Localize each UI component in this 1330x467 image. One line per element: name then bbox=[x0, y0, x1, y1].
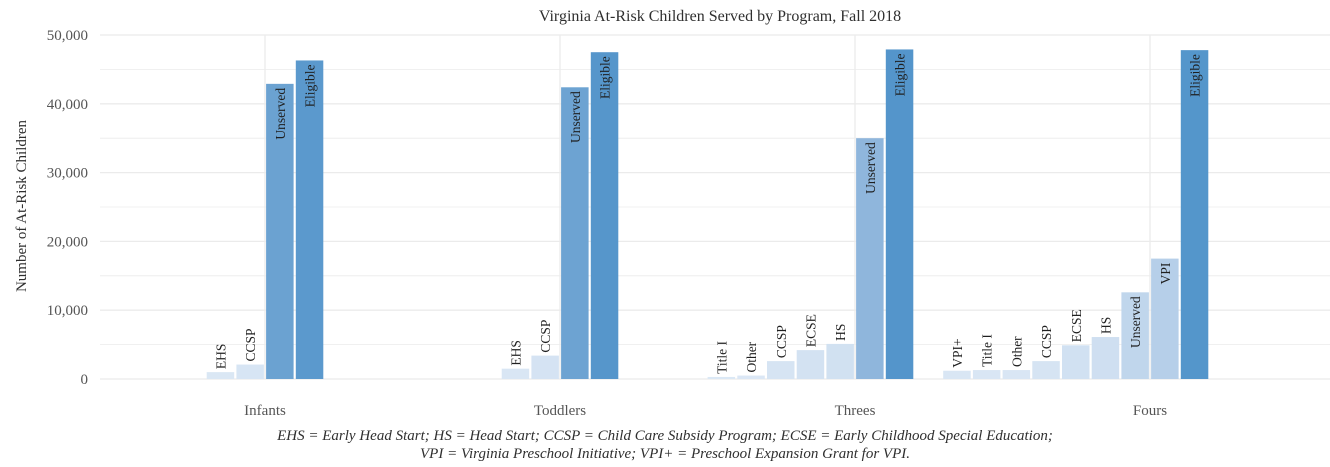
chart-title: Virginia At-Risk Children Served by Prog… bbox=[539, 8, 901, 25]
bar-label: Unserved bbox=[273, 88, 288, 140]
bar-label: Other bbox=[1009, 336, 1024, 367]
bar bbox=[826, 343, 854, 379]
y-tick-label: 30,000 bbox=[47, 166, 88, 182]
bar-label: Eligible bbox=[893, 53, 908, 96]
bar bbox=[561, 87, 589, 380]
bar bbox=[1180, 50, 1209, 380]
bar-label: Title I bbox=[980, 334, 995, 367]
y-tick-label: 20,000 bbox=[47, 234, 88, 250]
bar bbox=[1121, 292, 1149, 379]
y-axis-ticks: 0 10,000 20,000 30,000 40,000 50,000 bbox=[47, 28, 88, 388]
y-tick-label: 40,000 bbox=[47, 97, 88, 113]
footnote-line-2: VPI = Virginia Preschool Initiative; VPI… bbox=[420, 446, 910, 462]
x-tick-label: Fours bbox=[1133, 403, 1167, 419]
bar-label: CCSP bbox=[538, 320, 553, 353]
bar-label: Other bbox=[744, 341, 759, 372]
x-axis-ticks: Infants Toddlers Threes Fours bbox=[244, 403, 1167, 419]
footnote-line-1: EHS = Early Head Start; HS = Head Start;… bbox=[277, 428, 1053, 444]
bar-label: Unserved bbox=[568, 91, 583, 143]
bar bbox=[501, 368, 530, 379]
bar bbox=[266, 83, 294, 380]
bar bbox=[796, 350, 825, 379]
bar-label: CCSP bbox=[774, 325, 789, 358]
y-axis-label: Number of At-Risk Children bbox=[14, 119, 30, 292]
bar-label: Unserved bbox=[1128, 296, 1143, 348]
bar-label: Title I bbox=[714, 341, 729, 374]
bar-label: Eligible bbox=[303, 64, 318, 107]
bar bbox=[767, 361, 795, 379]
bar bbox=[737, 375, 765, 379]
bar-label: Unserved bbox=[863, 142, 878, 194]
bar-label: ECSE bbox=[1069, 309, 1084, 342]
bar bbox=[295, 60, 324, 380]
bar bbox=[1091, 337, 1120, 379]
y-tick-label: 0 bbox=[81, 372, 89, 388]
bar-label: VPI+ bbox=[950, 338, 965, 367]
bar bbox=[1002, 370, 1031, 379]
bar bbox=[972, 370, 1001, 379]
bar-label: ECSE bbox=[803, 314, 818, 347]
x-tick-label: Infants bbox=[244, 403, 286, 419]
bar-label: Eligible bbox=[1188, 54, 1203, 97]
bar-label: CCSP bbox=[243, 329, 258, 362]
bar bbox=[1032, 361, 1060, 379]
bar-label: EHS bbox=[508, 340, 523, 366]
bar bbox=[1151, 258, 1179, 379]
bar bbox=[236, 364, 264, 379]
x-tick-label: Toddlers bbox=[534, 403, 586, 419]
y-tick-label: 50,000 bbox=[47, 28, 88, 44]
bar bbox=[943, 370, 971, 379]
bar bbox=[885, 49, 914, 380]
bar-label: CCSP bbox=[1039, 325, 1054, 358]
bar-label: EHS bbox=[213, 344, 228, 370]
bar-label: VPI bbox=[1158, 262, 1173, 284]
bar-label: Eligible bbox=[598, 56, 613, 99]
bars: EHS CCSP Unserved Eligible EHS CCSP Unserved El… bbox=[206, 49, 1209, 380]
bar-label: HS bbox=[1098, 317, 1113, 334]
bar-label: HS bbox=[833, 324, 848, 341]
x-tick-label: Threes bbox=[835, 403, 876, 419]
y-tick-label: 10,000 bbox=[47, 303, 88, 319]
bar bbox=[206, 372, 235, 379]
bar bbox=[1062, 345, 1090, 379]
bar bbox=[590, 52, 619, 379]
bar bbox=[707, 376, 736, 379]
bar bbox=[856, 138, 884, 379]
bar bbox=[531, 355, 559, 379]
